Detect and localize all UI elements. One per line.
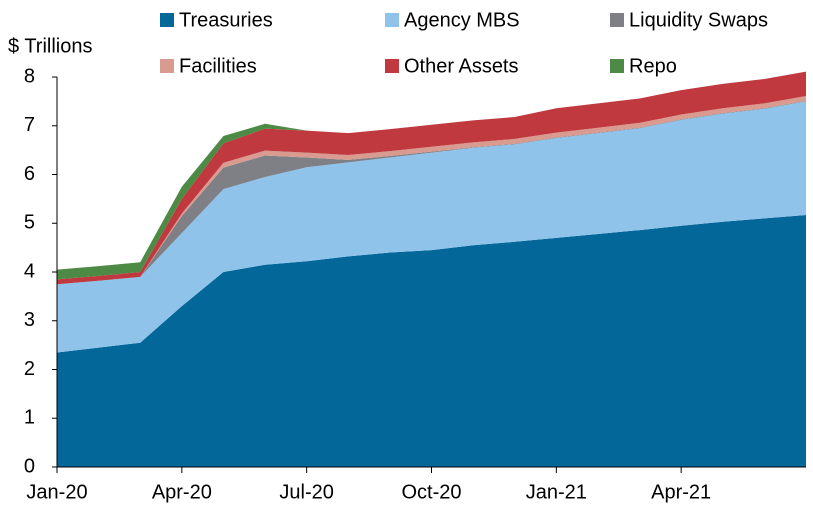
x-tick-label: Apr-20 xyxy=(152,481,212,503)
y-tick-label: 5 xyxy=(24,212,35,234)
y-tick-label: 0 xyxy=(24,455,35,477)
legend-label: Liquidity Swaps xyxy=(629,9,768,31)
y-tick-label: 1 xyxy=(24,407,35,429)
area xyxy=(57,100,806,285)
y-axis-label: $ Trillions xyxy=(8,35,92,57)
x-tick-label: Oct-20 xyxy=(401,481,461,503)
x-tick-label: Jan-20 xyxy=(26,481,87,503)
x-tick-label: Apr-21 xyxy=(651,481,711,503)
legend-label: Agency MBS xyxy=(404,9,520,31)
legend-label: Treasuries xyxy=(179,9,273,31)
legend-swatch xyxy=(160,59,174,73)
y-tick-label: 7 xyxy=(24,114,35,136)
legend-swatch xyxy=(610,59,624,73)
y-tick-label: 6 xyxy=(24,163,35,185)
x-tick-label: Jul-20 xyxy=(279,481,333,503)
y-tick-label: 4 xyxy=(24,260,35,282)
y-tick-label: 8 xyxy=(24,65,35,87)
legend-swatch xyxy=(385,13,399,27)
y-tick-label: 3 xyxy=(24,309,35,331)
area xyxy=(57,101,806,353)
legend-swatch xyxy=(385,59,399,73)
legend-label: Other Assets xyxy=(404,55,519,77)
x-tick-label: Jan-21 xyxy=(526,481,587,503)
legend-label: Repo xyxy=(629,55,677,77)
area xyxy=(57,71,806,285)
legend-swatch xyxy=(160,13,174,27)
legend-label: Facilities xyxy=(179,55,257,77)
area xyxy=(57,214,806,467)
y-tick-label: 2 xyxy=(24,358,35,380)
legend-swatch xyxy=(610,13,624,27)
